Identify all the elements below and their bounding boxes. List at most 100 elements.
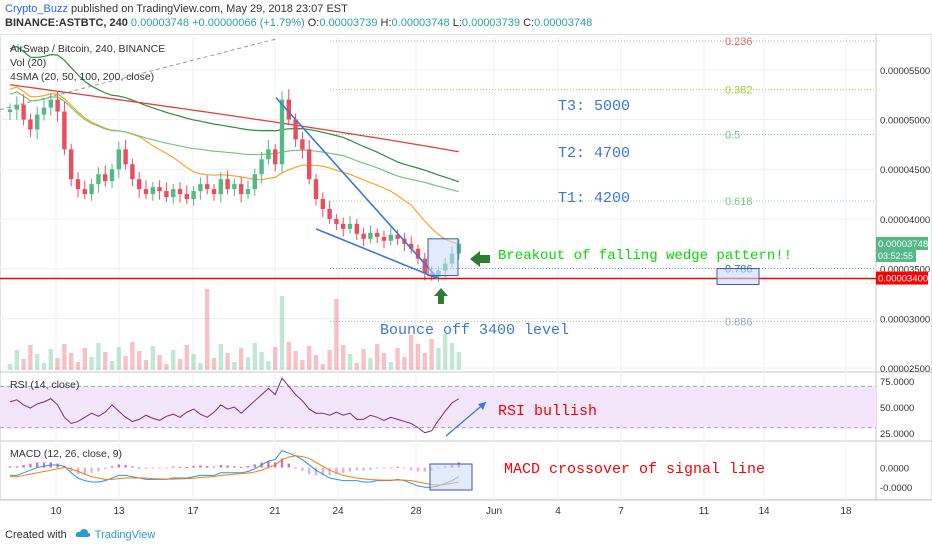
volume-bar-24	[171, 350, 176, 370]
candle-body-59	[409, 243, 414, 249]
countdown-tag-label: 03:52:55	[878, 251, 913, 261]
breakout-box	[427, 238, 459, 277]
volume-bar-18	[130, 342, 135, 370]
time-tick-4: 24	[332, 506, 344, 517]
volume-bar-33	[232, 362, 237, 370]
time-tick-2: 17	[187, 506, 199, 517]
rsi-tick-2: 25.0000	[880, 429, 914, 440]
macd-hist-5	[42, 462, 46, 468]
candle-body-18	[130, 164, 135, 180]
volume-bar-2	[21, 359, 26, 370]
price-axis[interactable]: 0.00005500 0.00005000 0.00004500 0.00004000…	[876, 66, 930, 375]
candle-body-1	[14, 104, 19, 110]
sma-100-line	[9, 45, 460, 183]
volume-bar-40	[279, 296, 285, 370]
macd-hist-14	[104, 467, 107, 469]
pane-title: AirSwap / Bitcoin, 240, BINANCE	[10, 43, 165, 55]
time-tick-5: 28	[410, 506, 422, 517]
candle-body-33	[232, 184, 237, 190]
volume-bar-63	[436, 348, 441, 370]
macd-hist-29	[206, 466, 209, 468]
macd-hist-44	[308, 467, 311, 475]
volume-bar-12	[89, 357, 94, 370]
macd-hist-32	[226, 465, 229, 468]
macd-hist-16	[117, 464, 120, 468]
author-link[interactable]: Crypto_Buzz	[5, 3, 68, 15]
macd-hist-27	[192, 466, 195, 468]
candle-body-4	[35, 114, 40, 130]
open-value: 0.00003739	[319, 17, 378, 29]
macd-tick-1: -0.0000	[880, 483, 912, 494]
price-tick-2: 0.00004500	[880, 165, 930, 176]
last-price-tag	[876, 236, 928, 250]
volume-bar-60	[415, 344, 421, 370]
macd-hist-12	[90, 467, 93, 473]
candle-body-50	[347, 223, 353, 229]
low-label: L:	[452, 17, 462, 29]
time-tick-9: 11	[699, 506, 710, 517]
candle-body-20	[143, 189, 149, 195]
volume-bar-23	[164, 364, 169, 370]
candle-body-40	[279, 99, 285, 165]
time-axis[interactable]: 10 13 17 21 24 28 Jun 4 7 11 14 18	[50, 506, 852, 517]
last-price-tag-label: 0.00003748	[878, 239, 928, 250]
macd-hist-3	[29, 463, 32, 468]
candle-body-30	[211, 189, 217, 195]
candlesticks	[7, 89, 461, 283]
volume-bar-28	[198, 363, 203, 370]
macd-hist-48	[335, 467, 338, 475]
volume-bar-36	[252, 343, 257, 370]
volume-bar-14	[103, 352, 108, 370]
macd-hist-20	[144, 467, 148, 469]
price-tick-1: 0.00005000	[880, 116, 930, 127]
macd-hist-35	[246, 466, 250, 468]
vol-legend: Vol (20)	[10, 57, 46, 69]
candle-body-41	[286, 99, 291, 120]
macd-hist-7	[56, 463, 59, 468]
volume-bar-45	[313, 355, 319, 370]
volume-bar-47	[327, 350, 332, 370]
wedge-upper-line	[275, 97, 439, 280]
volume-bar-10	[75, 362, 81, 370]
macd-hist-54	[376, 467, 379, 469]
candle-body-34	[239, 184, 244, 195]
close-label: C:	[523, 17, 535, 29]
sma-legend: 4SMA (20, 50, 100, 200, close)	[10, 71, 154, 83]
candle-body-32	[225, 179, 230, 190]
last-price: 0.00003748	[130, 17, 190, 29]
volume-bar-39	[273, 347, 278, 370]
macd-hist-2	[22, 464, 25, 468]
macd-hist-52	[362, 467, 365, 471]
target-t1-label: T1: 4200	[558, 190, 630, 207]
candle-body-49	[341, 223, 346, 229]
volume-bar-21	[150, 346, 155, 370]
macd-group: 0.0000 -0.0000	[8, 449, 912, 494]
candle-body-42	[293, 119, 298, 140]
fib-label-1: 0.382	[725, 85, 753, 97]
candle-body-22	[157, 187, 162, 192]
macd-hist-60	[416, 467, 420, 472]
support-price-tag	[876, 271, 928, 285]
tradingview-brand-link[interactable]: TradingView	[94, 528, 156, 541]
volume-bar-56	[388, 362, 393, 370]
candle-body-12	[89, 184, 94, 195]
target-t3-label: T3: 5000	[558, 98, 630, 115]
candle-body-14	[103, 174, 108, 182]
volume-bar-22	[157, 355, 162, 370]
volume-bar-34	[239, 348, 244, 370]
symbol-label: BINANCE:ASTBTC, 240	[5, 17, 128, 29]
candle-body-5	[41, 107, 47, 115]
macd-hist-47	[328, 467, 331, 476]
candle-body-8	[62, 111, 67, 150]
volume-bar-65	[449, 343, 455, 370]
candle-body-23	[164, 191, 169, 198]
candle-body-43	[300, 139, 305, 150]
volume-bar-57	[395, 348, 400, 370]
volume-bar-58	[402, 357, 407, 370]
volume-bar-11	[82, 348, 87, 370]
candle-body-15	[109, 169, 115, 182]
volume-bar-5	[41, 363, 47, 370]
macd-legend: MACD (12, 26, close, 9)	[10, 448, 122, 460]
candle-body-54	[375, 232, 380, 237]
